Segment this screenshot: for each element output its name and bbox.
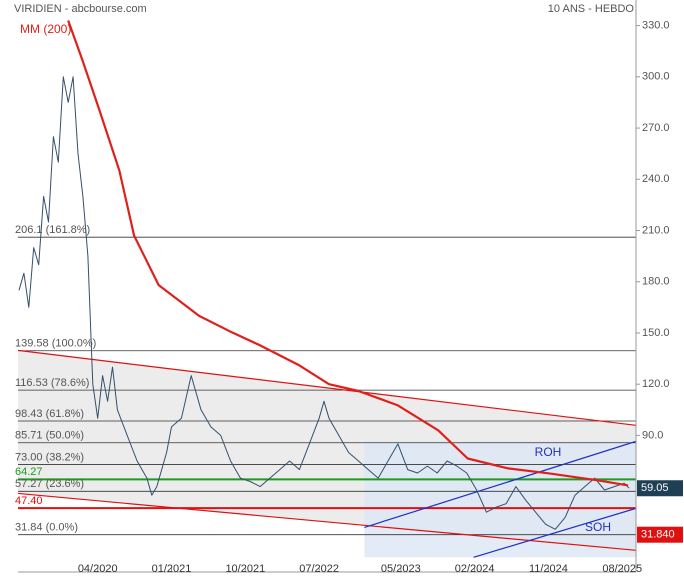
x-tick-label: 10/2021: [225, 563, 265, 575]
y-tick-label: 180.0: [642, 276, 670, 288]
x-tick-label: 07/2022: [299, 563, 339, 575]
level-label: 64.27: [15, 466, 43, 478]
y-tick-label: 240.0: [642, 173, 670, 185]
y-tick-label: 90.0: [642, 429, 663, 441]
legend-entry: MM (200): [20, 22, 71, 36]
trendline: [18, 349, 636, 426]
price-line: [18, 76, 630, 530]
y-tick-label: 330.0: [642, 20, 670, 32]
level-label: 31.84 (0.0%): [15, 522, 78, 534]
level-label: 47.40: [15, 495, 43, 507]
x-tick-label: 05/2023: [381, 563, 421, 575]
level-label: 206.1 (161.8%): [15, 224, 90, 236]
level-label: 98.43 (61.8%): [15, 408, 84, 420]
x-tick-label: 08/2025: [602, 563, 642, 575]
x-tick-label: 02/2024: [455, 563, 495, 575]
plot: [18, 20, 636, 558]
ma-line: [67, 20, 629, 487]
price-tag: [637, 480, 683, 497]
price-tag-label: 31.840: [641, 529, 675, 541]
level-label: 73.00 (38.2%): [15, 451, 84, 463]
level-label: 57.27 (23.6%): [15, 478, 84, 490]
level-label: 139.58 (100.0%): [15, 338, 96, 350]
trendline: [18, 492, 636, 551]
x-tick-label: 01/2021: [152, 563, 192, 575]
x-tick-label: 04/2020: [78, 563, 118, 575]
x-tick-label: 11/2024: [529, 563, 568, 575]
y-tick-label: 210.0: [642, 224, 670, 236]
trendline: [473, 507, 636, 558]
level-label: 116.53 (78.6%): [15, 377, 89, 389]
y-tick-label: 300.0: [642, 71, 670, 83]
trendline: [364, 440, 636, 529]
trendline-label: ROH: [535, 445, 562, 459]
y-tick-label: 270.0: [642, 122, 670, 134]
trendline-label: SOH: [585, 520, 611, 534]
channel-fill: [364, 441, 636, 558]
y-tick-label: 150.0: [642, 327, 670, 339]
chart-title: VIRIDIEN - abcbourse.com: [14, 3, 147, 15]
price-tag: [637, 526, 683, 543]
chart-subtitle: 10 ANS - HEBDO: [548, 3, 635, 15]
y-tick-label: 120.0: [642, 378, 670, 390]
price-tag-label: 59.05: [641, 482, 669, 494]
level-label: 85.71 (50.0%): [15, 430, 84, 442]
